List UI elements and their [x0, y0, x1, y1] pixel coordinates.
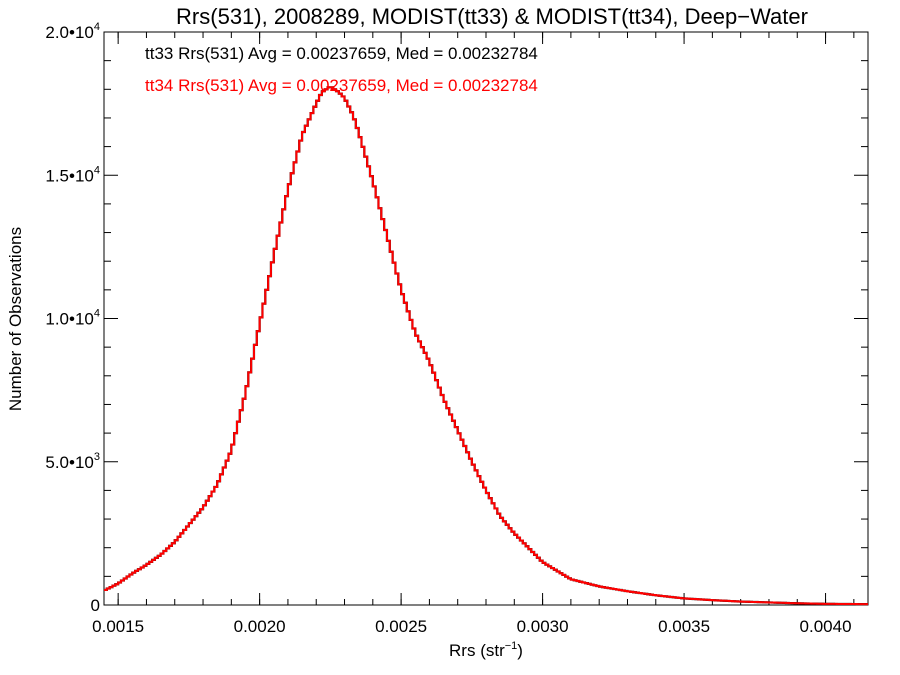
x-tick-label: 0.0040 [800, 617, 852, 636]
annotation-tt34: tt34 Rrs(531) Avg = 0.00237659, Med = 0.… [145, 76, 538, 95]
y-tick-mantissa: 2.0•10 [45, 23, 94, 42]
series-tt33-line [104, 86, 868, 606]
plot-frame [103, 31, 869, 606]
chart-title: Rrs(531), 2008289, MODIST(tt33) & MODIST… [176, 4, 808, 29]
y-tick-label: 0 [91, 596, 100, 615]
x-axis-ticks: 0.0015 0.0020 0.0025 0.0030 0.0035 0.0040 [92, 32, 855, 636]
y-tick-mantissa: 1.0•10 [45, 310, 94, 329]
x-axis-label-text: Rrs (str [449, 641, 505, 660]
x-tick-label: 0.0015 [92, 617, 144, 636]
annotation-tt33: tt33 Rrs(531) Avg = 0.00237659, Med = 0.… [145, 44, 538, 63]
series-tt34-line [104, 86, 868, 606]
y-tick-label: 5.0•103 [45, 451, 100, 472]
y-tick-exponent: 4 [94, 308, 100, 320]
y-tick-label: 2.0•104 [45, 21, 100, 42]
x-tick-label: 0.0020 [234, 617, 286, 636]
x-axis-label: Rrs (str−1) [449, 640, 523, 660]
y-axis-label: Number of Observations [6, 227, 25, 411]
x-axis-label-close: ) [517, 641, 523, 660]
y-tick-exponent: 4 [94, 21, 100, 33]
y-tick-exponent: 4 [94, 164, 100, 176]
series-layer [104, 86, 868, 606]
y-tick-label: 1.0•104 [45, 308, 100, 329]
x-tick-label: 0.0035 [658, 617, 710, 636]
x-tick-label: 0.0030 [517, 617, 569, 636]
x-axis-label-sup: −1 [505, 640, 518, 652]
y-tick-exponent: 3 [94, 451, 100, 463]
x-tick-label: 0.0025 [375, 617, 427, 636]
y-tick-mantissa: 1.5•10 [45, 166, 94, 185]
y-tick-mantissa: 5.0•10 [45, 453, 94, 472]
y-tick-label: 1.5•104 [45, 164, 100, 185]
y-tick-mantissa: 0 [91, 596, 100, 615]
